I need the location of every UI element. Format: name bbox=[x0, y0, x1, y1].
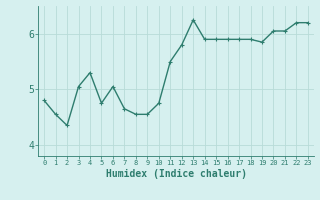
X-axis label: Humidex (Indice chaleur): Humidex (Indice chaleur) bbox=[106, 169, 246, 179]
